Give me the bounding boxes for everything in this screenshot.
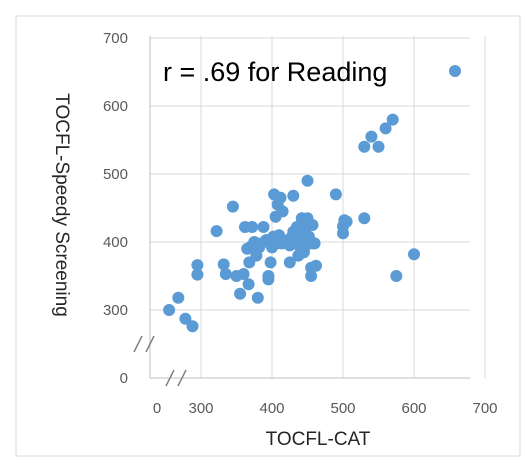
data-point (301, 174, 314, 187)
data-point (262, 273, 275, 286)
data-point (257, 221, 270, 233)
data-point (179, 312, 192, 325)
x-tick-label: 300 (188, 400, 213, 417)
correlation-annotation: r = .69 for Reading (163, 57, 387, 87)
x-axis-title: TOCFL-CAT (266, 429, 371, 450)
data-point (306, 219, 319, 231)
data-point (287, 189, 300, 202)
data-point (246, 221, 259, 233)
y-tick-label: 400 (103, 234, 128, 251)
data-point (379, 122, 392, 135)
data-point (340, 215, 353, 228)
data-point (163, 304, 176, 316)
data-point (329, 188, 342, 201)
data-point (408, 248, 420, 261)
y-tick-label: 600 (103, 98, 128, 115)
data-point (186, 320, 199, 333)
gridlines (150, 36, 486, 378)
x-tick-label: 600 (401, 400, 426, 417)
x-axis-break (165, 369, 187, 387)
data-point (251, 291, 264, 304)
data-point (172, 291, 185, 304)
axes (133, 36, 470, 387)
data-point (191, 259, 204, 272)
data-point (358, 212, 371, 225)
data-point (305, 270, 318, 282)
data-point (308, 237, 321, 250)
data-point (217, 258, 230, 271)
y-tick-label: 0 (120, 370, 128, 387)
legend-marker (449, 65, 461, 77)
y-axis-title: TOCFL-Speedy Screening (51, 93, 72, 317)
y-tick-label: 300 (103, 302, 128, 319)
y-tick-label: 500 (103, 166, 128, 183)
data-point (264, 256, 277, 269)
y-tick-label: 700 (103, 30, 128, 47)
data-point (219, 268, 232, 280)
y-axis-break (133, 335, 155, 353)
x-tick-label: 0 (153, 400, 161, 417)
y-tick-labels: 0 300 400 500 600 700 (103, 30, 128, 387)
data-point (337, 227, 349, 240)
x-tick-label: 700 (472, 400, 497, 417)
data-point (242, 278, 255, 291)
x-tick-labels: 0 300 400 500 600 700 (153, 400, 498, 417)
x-tick-label: 500 (330, 400, 355, 417)
data-point (386, 113, 399, 126)
data-point (234, 287, 247, 300)
data-point (372, 140, 385, 153)
data-point (210, 225, 223, 238)
data-point (358, 140, 371, 153)
data-point (274, 191, 287, 204)
data-point (226, 200, 239, 213)
data-point (310, 259, 322, 272)
x-tick-label: 400 (259, 400, 284, 417)
data-point (237, 268, 250, 280)
data-points (163, 113, 420, 333)
data-point (276, 205, 289, 218)
data-point (365, 130, 378, 143)
data-point (191, 268, 204, 281)
data-point (390, 270, 403, 282)
data-point (283, 256, 296, 269)
